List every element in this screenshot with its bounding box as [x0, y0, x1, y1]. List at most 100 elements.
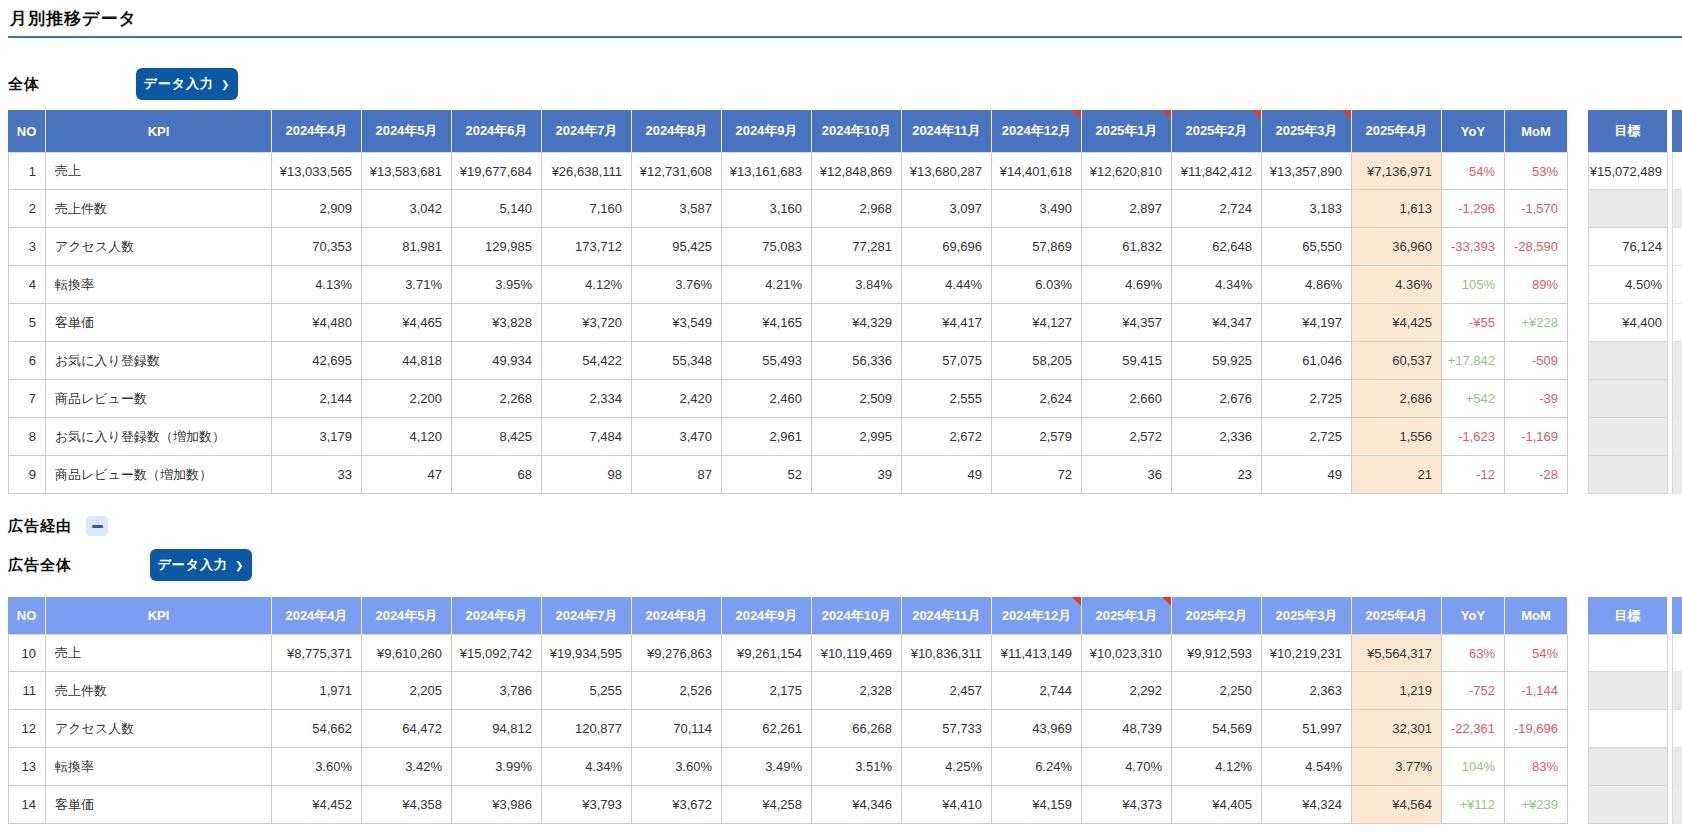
- month-value-cell: 54,662: [272, 710, 362, 748]
- column-header-kpi: KPI: [46, 597, 272, 634]
- section-header-overall: 全体 データ入力 ❯: [8, 68, 1682, 100]
- column-header-month: 2024年10月: [812, 110, 902, 152]
- month-value-cell: 2,686: [1352, 380, 1442, 418]
- yoy-value-cell: -33,393: [1442, 228, 1505, 266]
- column-header-month: 2024年11月: [902, 597, 992, 634]
- month-value-cell: ¥3,549: [632, 304, 722, 342]
- month-value-cell: 87: [632, 456, 722, 494]
- month-value-cell: 3,470: [632, 418, 722, 456]
- month-value-cell: 4.70%: [1082, 748, 1172, 786]
- month-value-cell: 94,812: [452, 710, 542, 748]
- column-header-month: 2025年4月: [1352, 110, 1442, 152]
- column-header-month: 2024年11月: [902, 110, 992, 152]
- clipped-cell: [1672, 672, 1682, 710]
- kpi-name-cell: 商品レビュー数: [46, 380, 272, 418]
- month-value-cell: 3,042: [362, 190, 452, 228]
- month-value-cell: ¥11,413,149: [992, 634, 1082, 672]
- month-value-cell: 62,261: [722, 710, 812, 748]
- ads-kpi-table: NOKPI2024年4月2024年5月2024年6月2024年7月2024年8月…: [8, 597, 1682, 824]
- month-value-cell: ¥4,258: [722, 786, 812, 824]
- month-value-cell: 49: [902, 456, 992, 494]
- clipped-cell: [1672, 456, 1682, 494]
- month-value-cell: 49,934: [452, 342, 542, 380]
- goal-value-cell: [1588, 748, 1668, 786]
- month-value-cell: 4.69%: [1082, 266, 1172, 304]
- data-input-button-ads[interactable]: データ入力 ❯: [150, 549, 252, 581]
- row-number-cell: 4: [8, 266, 46, 304]
- month-value-cell: 2,995: [812, 418, 902, 456]
- month-value-cell: ¥4,465: [362, 304, 452, 342]
- month-value-cell: 57,075: [902, 342, 992, 380]
- minus-icon: [92, 525, 103, 528]
- month-value-cell: 7,160: [542, 190, 632, 228]
- yoy-value-cell: 54%: [1442, 152, 1505, 190]
- clipped-cell: [1672, 342, 1682, 380]
- mom-value-cell: -509: [1505, 342, 1568, 380]
- month-value-cell: ¥4,159: [992, 786, 1082, 824]
- yoy-value-cell: -¥55: [1442, 304, 1505, 342]
- data-input-button-overall[interactable]: データ入力 ❯: [136, 68, 238, 100]
- month-value-cell: 2,526: [632, 672, 722, 710]
- row-number-cell: 1: [8, 152, 46, 190]
- month-value-cell: ¥26,638,111: [542, 152, 632, 190]
- month-value-cell: 2,328: [812, 672, 902, 710]
- row-number-cell: 13: [8, 748, 46, 786]
- month-value-cell: ¥13,680,287: [902, 152, 992, 190]
- month-value-cell: 2,509: [812, 380, 902, 418]
- month-value-cell: 3.99%: [452, 748, 542, 786]
- column-header-month: 2025年1月: [1082, 597, 1172, 634]
- clipped-cell: [1672, 152, 1682, 190]
- column-header-clipped: [1672, 110, 1682, 152]
- section-heading-overall: 全体: [8, 75, 40, 94]
- month-value-cell: 81,981: [362, 228, 452, 266]
- month-value-cell: 2,961: [722, 418, 812, 456]
- goal-value-cell: [1588, 418, 1668, 456]
- month-value-cell: ¥9,276,863: [632, 634, 722, 672]
- month-value-cell: 68: [452, 456, 542, 494]
- month-value-cell: 49: [1262, 456, 1352, 494]
- month-value-cell: 8,425: [452, 418, 542, 456]
- row-number-cell: 14: [8, 786, 46, 824]
- month-value-cell: 2,205: [362, 672, 452, 710]
- clipped-cell: [1672, 380, 1682, 418]
- month-value-cell: 39: [812, 456, 902, 494]
- goal-value-cell: [1588, 456, 1668, 494]
- clipped-cell: [1672, 190, 1682, 228]
- month-value-cell: 51,997: [1262, 710, 1352, 748]
- month-value-cell: ¥12,848,869: [812, 152, 902, 190]
- column-header-month: 2024年7月: [542, 110, 632, 152]
- row-number-cell: 11: [8, 672, 46, 710]
- section-heading-ads: 広告経由: [8, 517, 72, 536]
- month-value-cell: 2,336: [1172, 418, 1262, 456]
- goal-value-cell: 76,124: [1588, 228, 1668, 266]
- mom-value-cell: 83%: [1505, 748, 1568, 786]
- month-value-cell: 2,660: [1082, 380, 1172, 418]
- month-value-cell: ¥13,161,683: [722, 152, 812, 190]
- goal-value-cell: [1588, 342, 1668, 380]
- month-value-cell: 2,250: [1172, 672, 1262, 710]
- column-header-month: 2024年6月: [452, 597, 542, 634]
- column-header-month: 2025年1月: [1082, 110, 1172, 152]
- kpi-table-main: NOKPI2024年4月2024年5月2024年6月2024年7月2024年8月…: [8, 597, 1568, 824]
- month-value-cell: 3,587: [632, 190, 722, 228]
- month-value-cell: 42,695: [272, 342, 362, 380]
- month-value-cell: 1,219: [1352, 672, 1442, 710]
- kpi-name-cell: 売上件数: [46, 190, 272, 228]
- month-value-cell: 7,484: [542, 418, 632, 456]
- month-value-cell: 2,897: [1082, 190, 1172, 228]
- clipped-cell: [1672, 786, 1682, 824]
- month-value-cell: 59,925: [1172, 342, 1262, 380]
- month-value-cell: 2,334: [542, 380, 632, 418]
- yoy-value-cell: +¥112: [1442, 786, 1505, 824]
- column-header-month: 2024年9月: [722, 110, 812, 152]
- column-header-month: 2025年4月: [1352, 597, 1442, 634]
- month-value-cell: 3.77%: [1352, 748, 1442, 786]
- collapse-toggle-button[interactable]: [86, 516, 108, 536]
- yoy-value-cell: 104%: [1442, 748, 1505, 786]
- dashboard-page: 月別推移データ 全体 データ入力 ❯ NOKPI2024年4月2024年5月20…: [0, 7, 1682, 824]
- kpi-name-cell: 売上件数: [46, 672, 272, 710]
- kpi-name-cell: 客単価: [46, 786, 272, 824]
- kpi-name-cell: 客単価: [46, 304, 272, 342]
- month-value-cell: 2,624: [992, 380, 1082, 418]
- yoy-value-cell: -1,296: [1442, 190, 1505, 228]
